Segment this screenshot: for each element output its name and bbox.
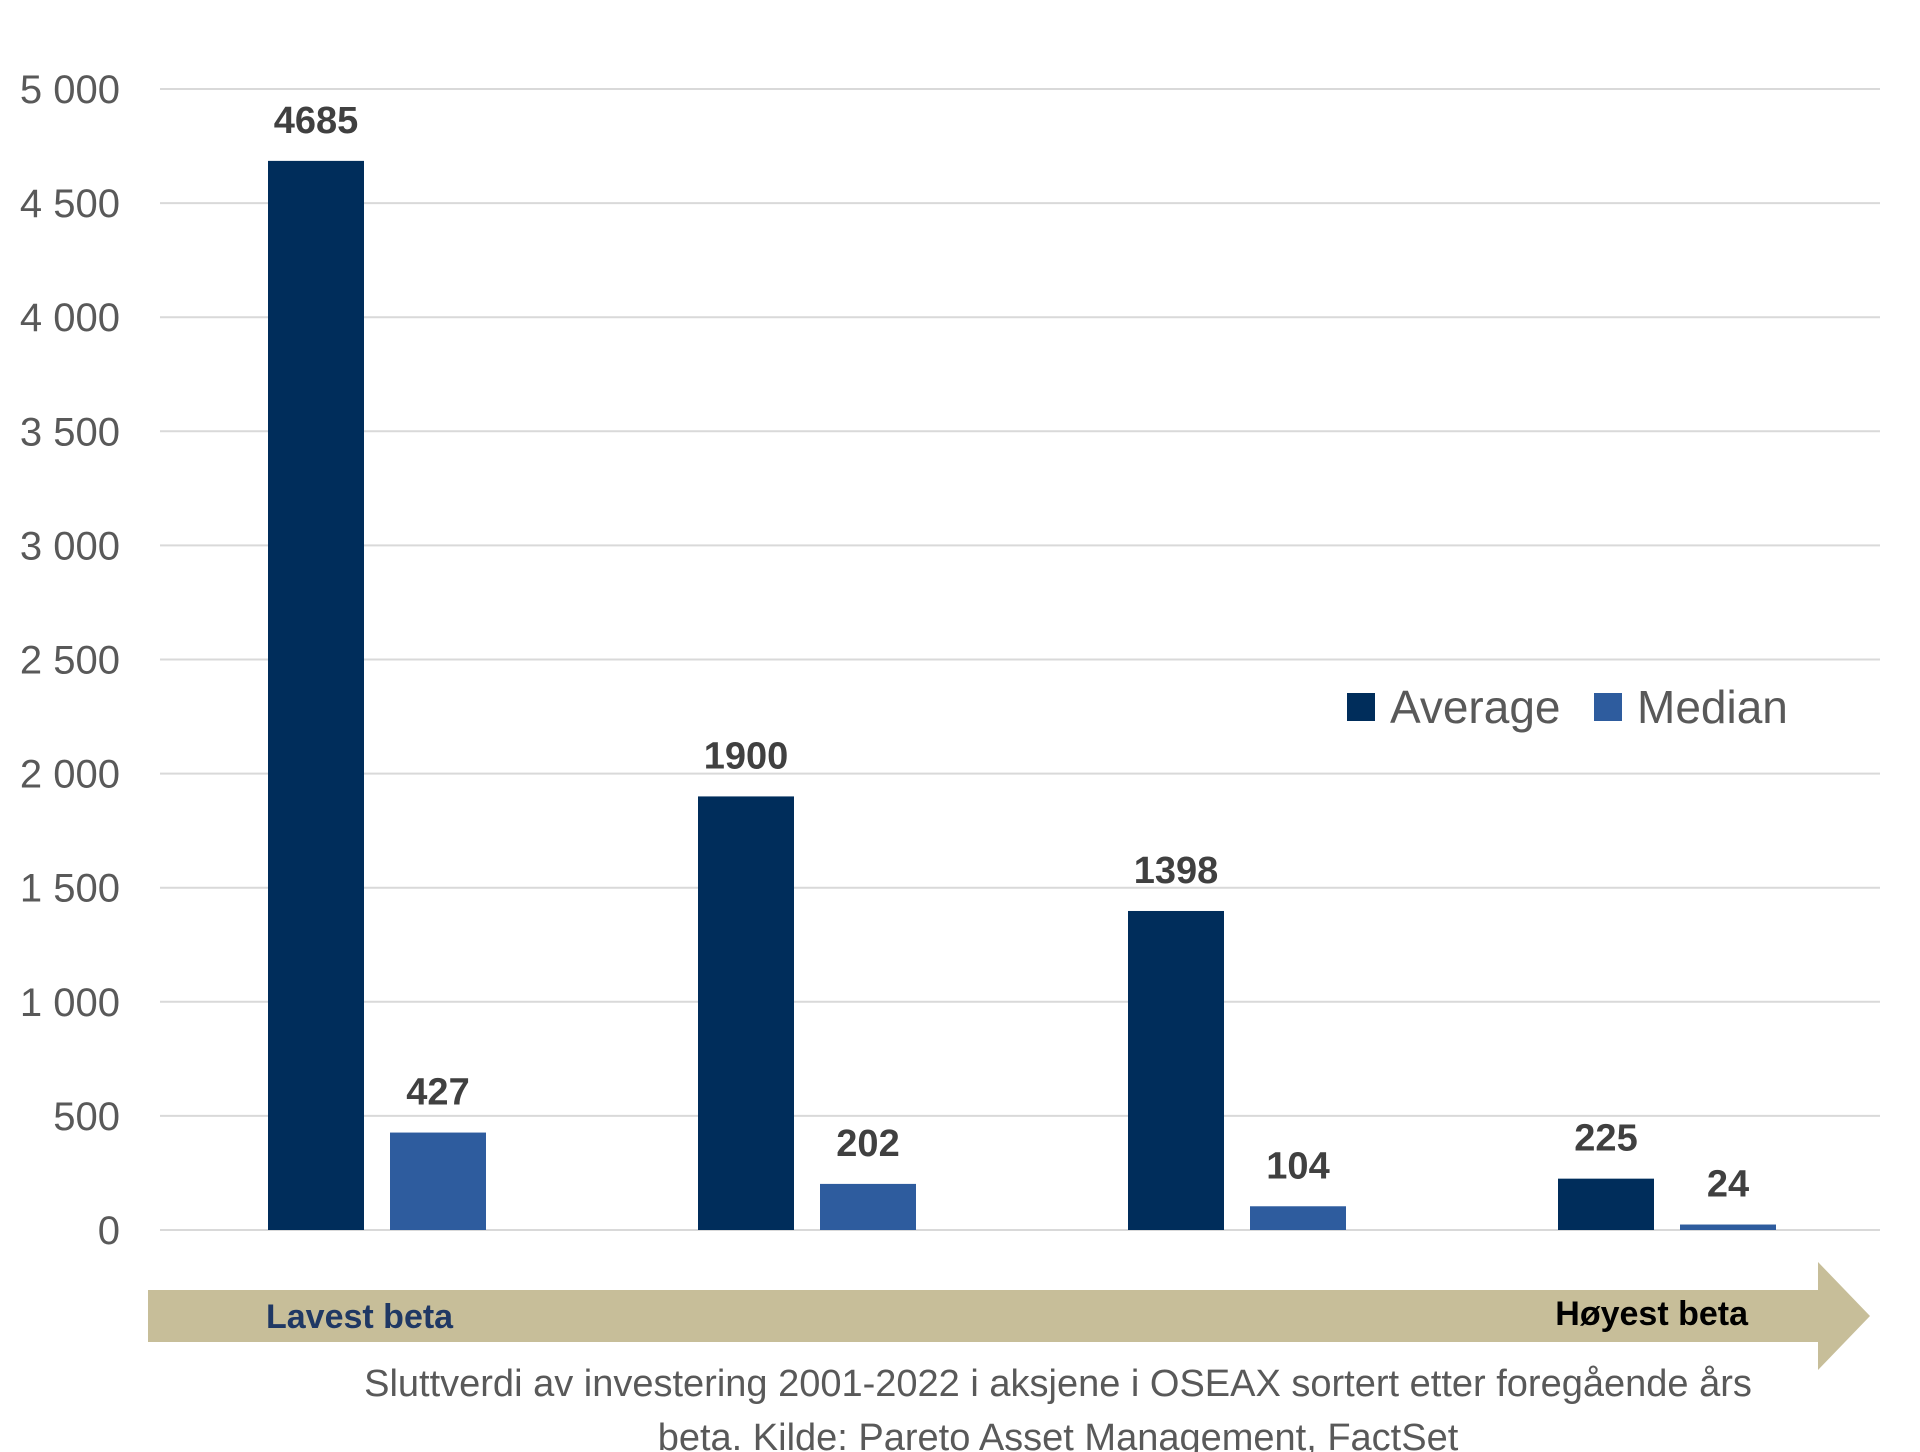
legend-label-median: Median [1637,681,1788,733]
bar-average [268,160,364,1230]
data-label-median: 427 [406,1072,469,1114]
y-tick-label: 5 000 [20,68,120,112]
data-label-average: 1900 [704,735,789,777]
data-label-median: 202 [836,1123,899,1165]
bar-median [390,1132,486,1230]
caption-line-1: Sluttverdi av investering 2001-2022 i ak… [364,1363,1752,1405]
y-tick-label: 1 500 [20,867,120,911]
data-label-average: 4685 [274,100,359,142]
bar-average [1558,1178,1654,1230]
caption: Sluttverdi av investering 2001-2022 i ak… [364,1363,1752,1452]
bar-median [1680,1224,1776,1230]
legend-label-average: Average [1390,681,1561,733]
y-tick-label: 4 500 [20,182,120,226]
bar-average [698,796,794,1230]
y-tick-label: 2 000 [20,753,120,797]
y-tick-label: 500 [53,1095,120,1139]
arrow-label-highest-beta: Høyest beta [1555,1295,1749,1333]
bar-median [820,1183,916,1230]
y-tick-label: 2 500 [20,639,120,683]
legend: Average Median [1347,681,1788,733]
y-axis-tick-labels: 0 500 1 000 1 500 2 000 2 500 3 000 3 500 4 000 4… [20,68,120,1253]
data-label-average: 225 [1574,1118,1637,1160]
legend-swatch-average [1347,693,1375,721]
arrow-shape [148,1262,1870,1370]
data-label-median: 24 [1707,1164,1749,1206]
data-label-median: 104 [1266,1145,1329,1187]
legend-swatch-median [1594,693,1622,721]
y-tick-label: 0 [98,1209,120,1253]
bar-median [1250,1206,1346,1230]
data-label-average: 1398 [1134,850,1219,892]
y-tick-label: 1 000 [20,981,120,1025]
data-labels: 4685 1900 1398 225 427 202 104 24 [274,100,1749,1206]
y-tick-label: 3 500 [20,410,120,454]
caption-line-2: beta. Kilde: Pareto Asset Management, Fa… [658,1417,1459,1452]
bars [268,160,1776,1230]
y-tick-label: 3 000 [20,524,120,568]
bar-average [1128,910,1224,1230]
arrow-label-lowest-beta: Lavest beta [266,1298,454,1336]
gridlines [160,88,1880,1231]
beta-direction-arrow: Lavest beta Høyest beta [148,1262,1870,1370]
y-tick-label: 4 000 [20,296,120,340]
